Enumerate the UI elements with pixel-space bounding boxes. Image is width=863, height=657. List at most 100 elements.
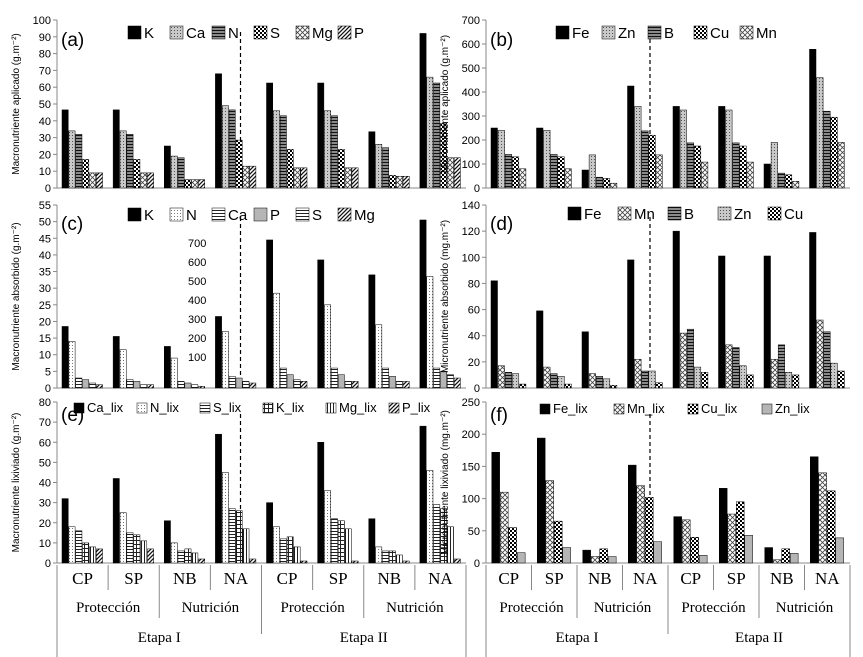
y-tick-label: 140 xyxy=(462,200,480,212)
y-tick-label: 70 xyxy=(39,417,51,429)
legend-label: Cu xyxy=(784,206,803,223)
group-label: Nutrición xyxy=(776,600,834,616)
stage-label: Etapa I xyxy=(556,630,599,646)
bar-k_lix-etapa1-na: K_lix: 26 xyxy=(235,510,243,564)
legend-label: K xyxy=(144,25,154,42)
bar-n-etapa1-na: N: 17 xyxy=(221,331,229,389)
bar-mn-etapa2-na: Mn: 190 xyxy=(837,142,845,189)
bar-fe-etapa1-cp: Fe: 82 xyxy=(490,280,498,389)
stage-label: Etapa II xyxy=(735,630,783,646)
group-label: Nutrición xyxy=(386,600,444,616)
legend-swatch xyxy=(667,206,682,221)
treatment-label: SP xyxy=(545,569,564,588)
y-tick-label: 700 xyxy=(462,15,480,27)
bar-zn-etapa2-nb: Zn: 190 xyxy=(770,142,778,189)
bar-mn_lix-etapa1-nb: Mn_lix: 10 xyxy=(591,556,600,564)
bar-b-etapa2-sp: B: 188 xyxy=(732,142,740,189)
bar-cu_lix-etapa2-nb: Cu_lix: 22 xyxy=(781,548,790,564)
legend: Fe_lix Mn_lix Cu_lix Zn_lix xyxy=(539,401,810,416)
legend-swatch xyxy=(739,25,754,40)
bar-fe-etapa2-nb: Fe: 100 xyxy=(763,163,771,189)
bar-k-etapa2-sp: K: 62.5 xyxy=(317,82,325,189)
legend-swatch xyxy=(761,403,773,415)
bar-n_lix-etapa1-cp: N_lix: 18 xyxy=(68,526,76,564)
bar-b-etapa2-na: B: 320 xyxy=(823,110,831,189)
bar-zn-etapa1-nb: Zn: 7 xyxy=(603,378,611,389)
bar-mn-etapa1-cp: Mn: 80 xyxy=(519,168,527,189)
bar-p-etapa1-cp: P: 9 xyxy=(96,172,103,189)
bar-fe_lix-etapa2-cp: Fe_lix: 72 xyxy=(673,516,682,564)
legend-swatch xyxy=(169,207,184,222)
bar-fe_lix-etapa1-na: Fe_lix: 152 xyxy=(628,464,637,564)
legend-swatch xyxy=(388,402,400,414)
bar-n-etapa2-cp: N: 28.5 xyxy=(273,292,280,389)
bar-b-etapa2-nb: B: 33 xyxy=(777,344,785,389)
bar-k_lix-etapa2-nb: K_lix: 6 xyxy=(389,550,396,564)
bar-zn_lix-etapa1-nb: Zn_lix: 10 xyxy=(608,556,617,564)
legend-label: Mg xyxy=(354,207,375,224)
bar-s_lix-etapa2-sp: S_lix: 22 xyxy=(331,518,338,564)
bar-mg-etapa2-nb: Mg: 7 xyxy=(395,175,403,189)
bar-cu_lix-etapa1-sp: Cu_lix: 65 xyxy=(554,520,563,564)
bar-zn-etapa1-sp: Zn: 9 xyxy=(557,375,565,389)
bar-mn_lix-etapa1-cp: Mn_lix: 110 xyxy=(500,491,509,564)
bar-k_lix-etapa2-na: K_lix: 27 xyxy=(440,508,447,564)
bar-mg-etapa2-na: Mg: 18 xyxy=(447,157,454,189)
bar-p_lix-etapa1-nb: P_lix: 2 xyxy=(198,558,206,564)
legend-label: Mn xyxy=(756,25,777,42)
y-axis-title: Macronutriente absorbido (g.m⁻²) xyxy=(11,222,22,370)
bar-n_lix-etapa1-nb: N_lix: 10 xyxy=(170,542,178,564)
y-tick-label: 60 xyxy=(39,437,51,449)
bar-n-etapa1-na: N: 46.5 xyxy=(228,109,236,189)
bar-b-etapa1-nb: B: 45 xyxy=(595,176,603,189)
legend-label: B xyxy=(684,206,694,223)
bar-mg_lix-etapa2-cp: Mg_lix: 8 xyxy=(293,546,301,564)
bar-s-etapa1-cp: S: 17 xyxy=(82,159,90,189)
bar-k_lix-etapa1-nb: K_lix: 7 xyxy=(184,548,192,564)
bar-cu-etapa1-sp: Cu: 130 xyxy=(557,156,565,189)
bar-cu-etapa2-sp: Cu: 10 xyxy=(746,374,754,389)
bar-zn_lix-etapa2-cp: Zn_lix: 12 xyxy=(699,555,708,564)
bar-n-etapa2-sp: N: 25 xyxy=(324,304,331,389)
bar-mn-etapa2-sp: Mn: 33 xyxy=(725,344,733,389)
bar-zn-etapa2-nb: Zn: 12 xyxy=(785,372,793,389)
y-tick-label: 80 xyxy=(39,397,51,409)
y-tick-label: 55 xyxy=(39,200,51,212)
treatment-label: NB xyxy=(378,569,402,588)
bar-s-etapa1-na: S: 28.5 xyxy=(235,139,243,189)
y-tick-label: 45 xyxy=(39,233,51,245)
panel-d: 0 20 40 60 80 100 120 140 Micronutriente absorbi… xyxy=(440,200,850,395)
legend-label: P xyxy=(270,207,280,224)
panel-a: 0 10 20 30 40 50 60 70 80 90 100 Macronutriente apl… xyxy=(11,15,466,195)
bar-p-etapa1-sp: P: 9 xyxy=(147,172,154,189)
bar-s-etapa1-na: S: 2 xyxy=(242,381,250,389)
bar-s-etapa2-na: S: 38.5 xyxy=(440,123,447,189)
bar-mg-etapa1-cp: Mg: 1 xyxy=(96,384,103,389)
group-label: Nutrición xyxy=(182,600,240,616)
bar-p-etapa1-cp: P: 2.5 xyxy=(82,379,90,389)
bar-mn-etapa1-nb: Mn: 20 xyxy=(610,182,618,189)
bar-p-etapa2-nb: P: 3.5 xyxy=(389,376,396,389)
bar-mn_lix-etapa2-nb: Mn_lix: 5 xyxy=(773,559,782,564)
bar-k-etapa1-na: K: 68 xyxy=(215,73,222,189)
legend-label: K_lix xyxy=(276,400,305,415)
legend-swatch xyxy=(717,206,732,221)
bar-b-etapa1-na: B: 13 xyxy=(641,370,649,389)
y-tick-label: 35 xyxy=(39,267,51,279)
bar-s-etapa2-cp: S: 2.5 xyxy=(293,379,301,389)
legend-label: B xyxy=(664,25,674,42)
y-axis-title: Micronutriente absorbido (mg.m⁻²) xyxy=(440,220,451,373)
bar-s-etapa2-nb: S: 7.5 xyxy=(389,175,396,189)
bar-zn-etapa1-na: Zn: 340 xyxy=(634,106,642,189)
y-tick-label: 500 xyxy=(462,63,480,75)
legend-label: S_lix xyxy=(213,400,242,415)
bar-fe-etapa2-na: Fe: 578 xyxy=(809,49,817,189)
bar-n-etapa1-cp: N: 32 xyxy=(75,133,83,189)
y-tick-label: 30 xyxy=(39,283,51,295)
treatment-label: NB xyxy=(770,569,794,588)
bar-ca-etapa1-sp: Ca: 34 xyxy=(119,130,127,189)
bar-zn-etapa1-cp: Zn: 240 xyxy=(497,130,505,189)
bar-cu-etapa2-na: Cu: 13 xyxy=(837,370,845,389)
bar-n_lix-etapa1-na: N_lix: 45 xyxy=(221,472,229,564)
bar-s_lix-etapa2-na: S_lix: 29 xyxy=(433,504,441,564)
